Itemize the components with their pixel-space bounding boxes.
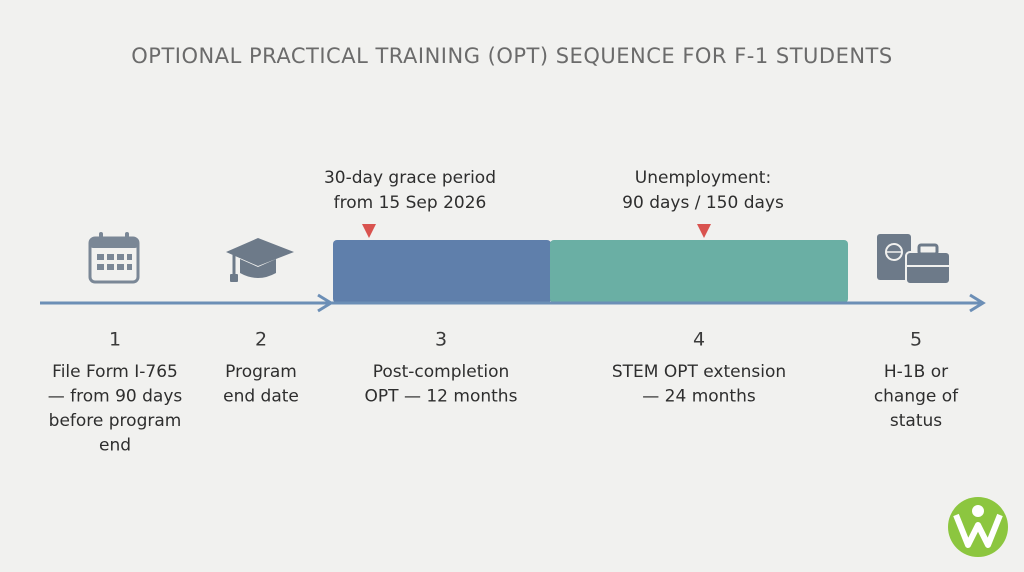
- travel-icon: [877, 234, 951, 285]
- step-label: OPT — 12 months: [365, 387, 518, 407]
- marker: [362, 224, 376, 238]
- calendar-icon: [88, 232, 140, 284]
- step-number: 5: [910, 329, 922, 351]
- logo: [948, 497, 1008, 557]
- step-label: Post-completion: [373, 362, 510, 382]
- step-label: status: [890, 411, 942, 431]
- annotation-line: 90 days / 150 days: [622, 193, 784, 213]
- step-label: File Form I-765: [52, 362, 178, 382]
- opt-period: [333, 240, 551, 303]
- step-label: change of: [874, 387, 959, 407]
- annotation-line: 30-day grace period: [324, 168, 496, 188]
- step-label: H-1B or: [884, 362, 948, 382]
- step-number: 3: [435, 329, 447, 351]
- marker: [697, 224, 711, 238]
- step-number: 1: [109, 329, 121, 351]
- annotation-line: from 15 Sep 2026: [334, 193, 487, 213]
- step-number: 4: [693, 329, 705, 351]
- annotation-line: Unemployment:: [635, 168, 771, 188]
- step-label: before program: [49, 411, 182, 431]
- step-label: STEM OPT extension: [612, 362, 786, 382]
- step-label: end date: [223, 387, 299, 407]
- graduation-icon: [226, 238, 294, 282]
- arrowhead: [317, 293, 334, 313]
- step-label: Program: [225, 362, 297, 382]
- stem-period: [550, 240, 848, 303]
- step-label: — 24 months: [642, 387, 756, 407]
- step-label: — from 90 days: [48, 387, 183, 407]
- title: OPTIONAL PRACTICAL TRAINING (OPT) SEQUEN…: [131, 44, 892, 68]
- arrowhead: [969, 293, 986, 313]
- step-label: end: [99, 436, 131, 456]
- step-number: 2: [255, 329, 267, 351]
